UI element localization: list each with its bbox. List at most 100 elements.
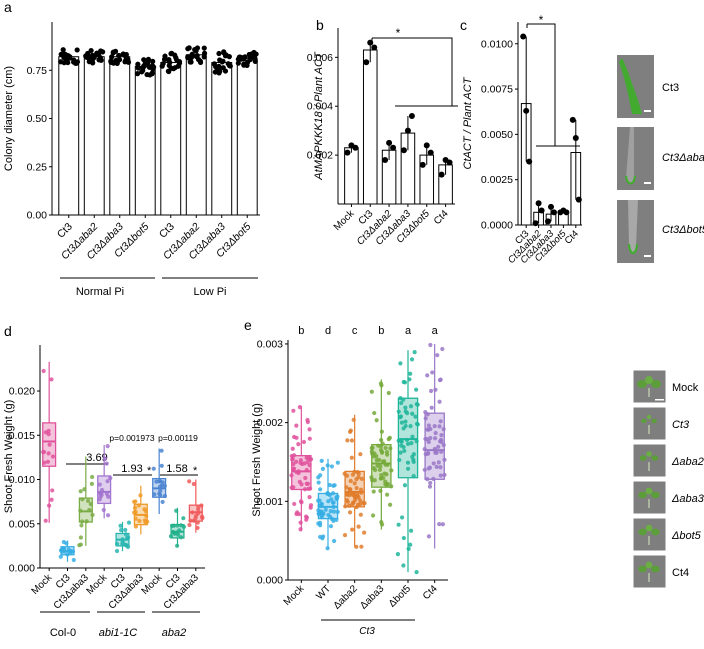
seedling-leaf [651,491,660,499]
data-point [303,475,308,481]
data-point [80,497,85,502]
data-point [145,56,152,62]
data-point [199,503,204,508]
data-point [151,466,156,471]
data-point [319,515,324,520]
data-point [405,441,411,447]
data-point [201,45,207,51]
x-tick-label: Ct3 [157,221,177,241]
y-tick-label: 0.0050 [481,129,513,141]
data-point [108,475,113,481]
bar [134,65,156,216]
y-axis-label: Shoot Fresh Weight (g) [251,403,263,517]
data-point [88,502,93,507]
a-group-low-pi: Low Pi [193,286,226,298]
data-point [187,522,192,528]
c-sig-bracket [526,23,556,146]
data-point [419,161,426,168]
chart-e: 0.000 0.001 0.002 0.003 Shoot Fresh Weight (… [251,338,448,612]
c-image-ct3 [617,55,654,118]
y-tick-label: 0.0100 [481,38,513,50]
data-point [71,557,76,563]
seedling-leaf [651,418,657,424]
data-point [385,452,390,457]
data-point [426,427,431,432]
data-point [63,56,69,62]
data-point [551,209,557,216]
seedling-leaf [651,565,660,573]
data-point [433,387,438,392]
x-tick-label: Ct3Δaba3 [162,572,202,612]
data-point [367,39,374,46]
data-point [138,493,143,498]
data-point [426,534,432,539]
data-point [83,53,89,59]
data-point [249,51,255,57]
data-point [319,502,324,507]
data-point [321,511,326,516]
data-point [431,461,436,466]
data-point [425,373,430,378]
data-point [354,477,359,482]
y-tick-label: 0.0000 [481,220,513,232]
data-point [331,483,336,488]
y-tick-label: 0.006 [307,52,333,64]
data-point [371,465,376,471]
seedling-leaf [651,380,661,388]
data-point [401,426,406,431]
data-point [334,517,339,522]
data-point [242,54,248,60]
data-point [372,410,377,416]
data-point [414,387,419,392]
e-images: Mock Ct3 Δaba2 Δaba3 Δbot5 Ct4 [632,369,704,589]
data-point [523,107,530,114]
data-point [372,478,377,483]
data-point [371,489,376,494]
data-point [350,492,355,497]
data-point [327,482,332,488]
data-point [435,353,440,358]
data-point [110,50,116,56]
data-point [332,538,337,544]
data-point [409,357,415,362]
data-point [425,451,431,456]
data-point [390,144,397,151]
data-point [90,474,95,480]
data-point [304,515,309,520]
data-point [172,530,177,536]
y-axis-label: Colony diameter (cm) [3,66,15,171]
data-point [369,389,374,394]
seedling-leaf [646,414,652,420]
data-point [216,70,222,76]
data-point [398,414,404,419]
data-point [187,479,192,484]
data-point [362,530,367,535]
data-point [379,520,384,525]
data-point [433,430,438,436]
box [397,397,419,479]
x-tick-label: Ct4 [421,583,440,602]
panel-label-d: d [4,323,12,339]
y-tick-label: 0.005 [9,518,35,530]
data-point [49,497,54,502]
data-point [350,527,355,532]
data-point [123,57,129,63]
data-point [437,399,442,404]
data-point [66,547,71,552]
x-tick-label: Mock [332,208,357,233]
seedling-photo [632,517,667,552]
data-point [383,445,388,451]
seedling-leaf [645,376,653,384]
data-point [358,498,363,503]
data-point [301,439,307,445]
bar [236,58,258,216]
data-point [143,509,148,514]
data-point [132,505,138,510]
data-point [49,377,54,382]
data-point [74,47,80,53]
data-point [349,438,355,443]
data-point [381,475,386,480]
seedling-leaf [646,451,652,457]
data-point [105,444,110,449]
data-point [291,461,296,467]
